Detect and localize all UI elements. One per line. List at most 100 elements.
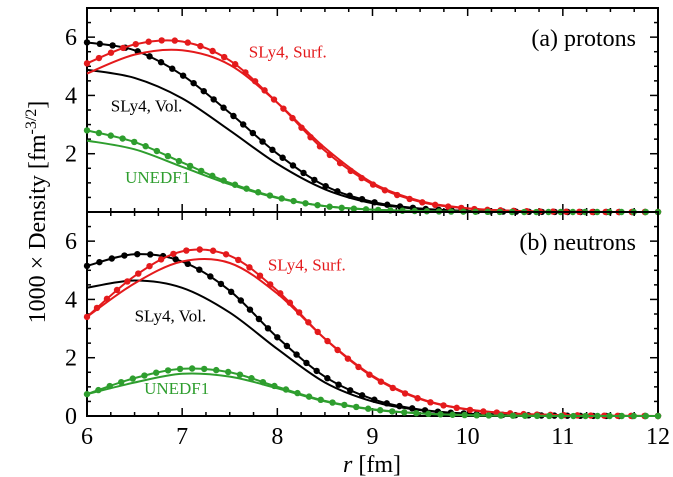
y-tick-label: 4 xyxy=(65,83,77,109)
series-point xyxy=(142,143,149,150)
series-point xyxy=(210,96,217,103)
series-point xyxy=(83,39,91,46)
series-point xyxy=(119,135,126,142)
x-tick-label: 6 xyxy=(81,424,93,450)
series-point xyxy=(196,246,203,253)
y-tick-label: 6 xyxy=(65,229,77,255)
series-point xyxy=(209,247,217,254)
series-point xyxy=(157,256,165,263)
series-point xyxy=(153,147,161,155)
series-point xyxy=(264,325,272,332)
series-point xyxy=(107,132,114,139)
series-point xyxy=(246,306,254,313)
series-point xyxy=(146,53,153,60)
annotation-label: SLy4, Surf. xyxy=(268,255,346,274)
series-point xyxy=(207,273,214,280)
y-tick-label: 2 xyxy=(65,346,77,372)
series-point xyxy=(95,129,103,137)
series-point xyxy=(135,270,142,277)
series-point xyxy=(186,162,194,170)
series-point xyxy=(227,288,235,296)
series-point xyxy=(183,247,190,254)
series-point xyxy=(107,49,115,56)
series-point xyxy=(303,359,310,367)
series-point xyxy=(322,182,329,190)
series-point xyxy=(109,42,116,49)
y-tick-label: 6 xyxy=(65,25,77,51)
series-point xyxy=(249,129,257,137)
y-axis-label: 1000 × Density [fm-3/2] xyxy=(23,101,51,324)
series-point xyxy=(153,369,160,376)
series-point xyxy=(83,127,91,134)
series-point xyxy=(172,256,179,263)
series-point xyxy=(279,154,286,161)
panel-label: (b) neutrons xyxy=(519,230,636,256)
series-point xyxy=(255,315,263,323)
series-point xyxy=(300,169,307,177)
annotation-label: SLy4, Vol. xyxy=(111,96,183,115)
series-point xyxy=(236,371,244,378)
series-point xyxy=(157,59,165,66)
series-point xyxy=(132,40,139,48)
series-point xyxy=(269,146,276,154)
series-point xyxy=(213,366,220,374)
series-point xyxy=(188,365,196,372)
panel-protons: 2 4 6 (a) protons SLy4, Surf. SLy4, Vol. UNEDF… xyxy=(65,7,662,216)
series-point xyxy=(179,72,187,79)
series-point xyxy=(335,381,342,388)
series-point xyxy=(217,280,225,288)
series-point xyxy=(200,87,207,95)
series-point xyxy=(324,375,331,382)
y-tick-label: 2 xyxy=(65,142,77,168)
x-axis-ticks: 6 7 8 9 10 11 12 xyxy=(81,424,670,450)
series-point xyxy=(230,112,237,120)
series-point xyxy=(283,342,291,350)
series-point xyxy=(196,266,203,273)
x-tick-label: 9 xyxy=(367,424,379,450)
series-point xyxy=(201,365,208,373)
series-point xyxy=(184,39,191,46)
series-point xyxy=(108,255,116,262)
series-point xyxy=(147,251,154,258)
series-point xyxy=(237,297,245,304)
x-axis-label: r [fm] xyxy=(343,452,401,477)
x-tick-label: 11 xyxy=(551,424,574,450)
series-point xyxy=(220,104,227,111)
series-point xyxy=(184,260,191,268)
series-point xyxy=(313,367,320,375)
series-point xyxy=(246,264,253,271)
series-point xyxy=(171,37,179,44)
series-point xyxy=(259,138,266,145)
series-point xyxy=(221,53,228,61)
series-point xyxy=(145,38,152,45)
series-point xyxy=(131,138,138,146)
x-tick-label: 8 xyxy=(271,424,283,450)
series-point xyxy=(175,157,183,165)
series-point xyxy=(232,61,239,68)
series-point xyxy=(289,162,297,169)
series-point xyxy=(83,262,91,270)
series-point xyxy=(311,176,318,184)
series-point xyxy=(113,286,121,294)
series-point xyxy=(134,250,141,258)
series-point xyxy=(224,368,232,376)
series-point xyxy=(256,272,264,279)
series-point xyxy=(209,47,216,55)
x-tick-label: 7 xyxy=(176,424,188,450)
series-point xyxy=(190,79,197,87)
series-point xyxy=(164,152,172,160)
y-tick-label: 4 xyxy=(65,287,77,313)
series-point xyxy=(96,40,104,48)
series-point xyxy=(95,54,103,62)
series-point xyxy=(248,375,255,382)
series-point xyxy=(274,334,281,341)
panel-neutrons: 0 2 4 6 (b) neutrons SLy4, Surf. SLy4, Vol. UNE… xyxy=(65,211,662,430)
series-line xyxy=(86,68,658,214)
x-tick-label: 12 xyxy=(646,424,670,450)
series-point xyxy=(164,367,172,374)
annotation-label: UNEDF1 xyxy=(144,379,209,398)
series-point xyxy=(293,351,300,358)
series-point xyxy=(170,250,177,258)
series-point xyxy=(121,252,128,259)
